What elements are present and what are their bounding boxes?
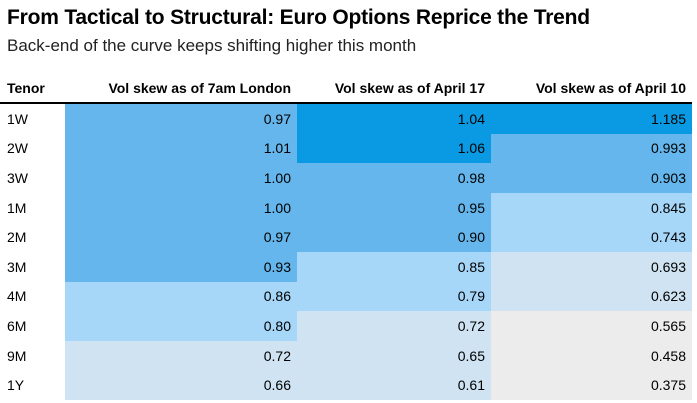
value-cell: 1.04 [297,104,491,134]
value-cell: 0.90 [297,222,491,252]
value-cell: 0.845 [491,192,692,223]
value-cell: 0.98 [297,163,491,193]
tenor-cell: 2M [7,229,27,246]
value-cell: 0.93 [65,251,297,282]
value-cell: 0.97 [65,222,297,252]
table-row: 1Y 0.66 0.61 0.375 [0,370,692,400]
value-cell: 0.86 [65,281,297,312]
value-cell: 1.185 [491,104,692,134]
header-april-10: Vol skew as of April 10 [535,80,686,96]
tenor-cell: 3M [7,258,27,275]
tenor-cell: 1W [7,110,28,127]
value-cell: 0.623 [491,281,692,312]
tenor-cell: 6M [7,317,27,334]
value-cell: 0.80 [65,311,297,341]
value-cell: 1.00 [65,163,297,193]
skew-table: Tenor Vol skew as of 7am London Vol skew… [0,74,692,400]
value-cell: 0.565 [491,311,692,341]
table-row: 3M 0.93 0.85 0.693 [0,251,692,282]
table-row: 1M 1.00 0.95 0.845 [0,192,692,223]
value-cell: 0.65 [297,340,491,371]
tenor-cell: 1Y [7,377,25,394]
value-cell: 0.458 [491,340,692,371]
value-cell: 0.375 [491,370,692,400]
value-cell: 0.85 [297,251,491,282]
table-row: 3W 1.00 0.98 0.903 [0,163,692,193]
value-cell: 0.993 [491,133,692,164]
table-row: 2W 1.01 1.06 0.993 [0,133,692,164]
value-cell: 0.743 [491,222,692,252]
chart-title: From Tactical to Structural: Euro Option… [7,6,590,29]
table-row: 6M 0.80 0.72 0.565 [0,311,692,341]
header-april-17: Vol skew as of April 17 [334,80,485,96]
table-row: 2M 0.97 0.90 0.743 [0,222,692,252]
table-row: 9M 0.72 0.65 0.458 [0,340,692,371]
value-cell: 0.66 [65,370,297,400]
header-tenor: Tenor [7,80,45,96]
tenor-cell: 3W [7,169,28,186]
table-header: Tenor Vol skew as of 7am London Vol skew… [0,74,692,104]
tenor-cell: 1M [7,199,27,216]
value-cell: 1.01 [65,133,297,164]
chart-subtitle: Back-end of the curve keeps shifting hig… [7,36,417,55]
value-cell: 1.06 [297,133,491,164]
value-cell: 1.00 [65,192,297,223]
header-7am-london: Vol skew as of 7am London [108,80,291,96]
value-cell: 0.72 [65,340,297,371]
table-body: 1W 0.97 1.04 1.185 2W 1.01 1.06 0.993 3W 1.00 0.98… [0,104,692,400]
tenor-cell: 2W [7,140,28,157]
value-cell: 0.61 [297,370,491,400]
value-cell: 0.95 [297,192,491,223]
value-cell: 0.903 [491,163,692,193]
value-cell: 0.97 [65,104,297,134]
value-cell: 0.79 [297,281,491,312]
table-row: 1W 0.97 1.04 1.185 [0,104,692,134]
value-cell: 0.693 [491,251,692,282]
table-row: 4M 0.86 0.79 0.623 [0,281,692,312]
value-cell: 0.72 [297,311,491,341]
tenor-cell: 9M [7,347,27,364]
tenor-cell: 4M [7,288,27,305]
